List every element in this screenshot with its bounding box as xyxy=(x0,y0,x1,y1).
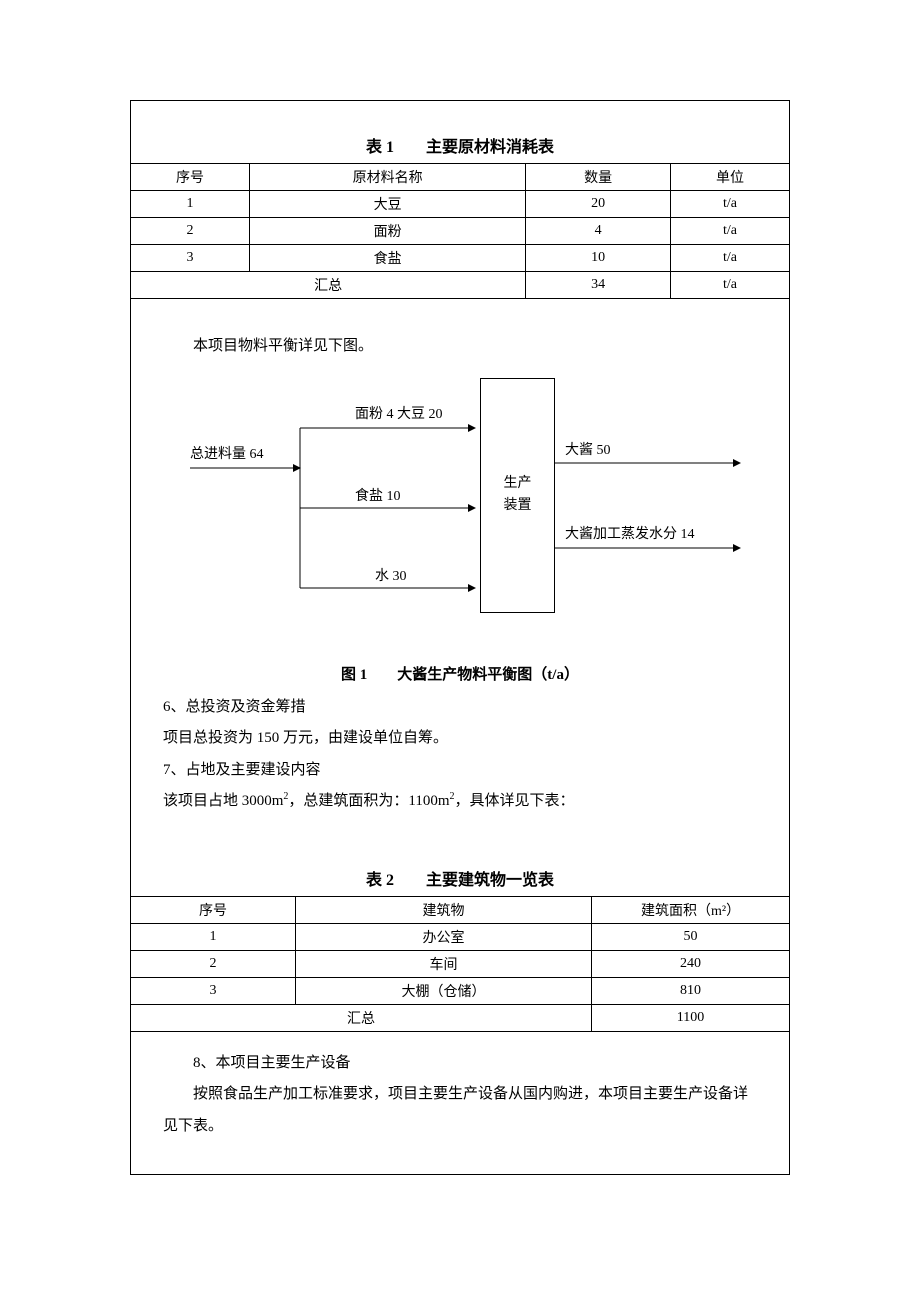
material-balance-diagram: 总进料量 64 面粉 4 大豆 20 食盐 10 水 30 大酱 50 大酱加工… xyxy=(160,373,760,633)
table2-cell: 2 xyxy=(131,950,296,977)
table1-cell: 2 xyxy=(131,218,249,245)
section-6: 6、总投资及资金筹措 项目总投资为 150 万元，由建设单位自筹。 7、占地及主… xyxy=(131,692,789,818)
table1-cell: 10 xyxy=(526,245,671,272)
table1-header-cell: 单位 xyxy=(671,164,789,191)
table1-cell: t/a xyxy=(671,218,789,245)
table2-header-cell: 建筑物 xyxy=(296,896,592,923)
table2-cell: 3 xyxy=(131,977,296,1004)
table2-cell: 大棚（仓储） xyxy=(296,977,592,1004)
table2-cell: 50 xyxy=(592,923,789,950)
table2-total-cell: 1100 xyxy=(592,1004,789,1031)
table1-title: 表 1 主要原材料消耗表 xyxy=(131,133,789,157)
table1-total-cell: 34 xyxy=(526,272,671,299)
table2-cell: 240 xyxy=(592,950,789,977)
diagram-water: 水 30 xyxy=(375,565,407,585)
table2-cell: 车间 xyxy=(296,950,592,977)
section-8-heading: 8、本项目主要生产设备 xyxy=(163,1048,757,1080)
s7-pre: 该项目占地 3000m xyxy=(163,793,283,809)
table1-cell: 面粉 xyxy=(249,218,525,245)
table2-header-cell: 序号 xyxy=(131,896,296,923)
s7-post: ，具体详见下表： xyxy=(455,793,575,809)
intro-paragraph: 本项目物料平衡详见下图。 xyxy=(131,331,789,363)
section-6-heading: 6、总投资及资金筹措 xyxy=(163,692,757,724)
intro-text: 本项目物料平衡详见下图。 xyxy=(163,331,757,363)
section-6-body: 项目总投资为 150 万元，由建设单位自筹。 xyxy=(163,723,757,755)
table2-total-label: 汇总 xyxy=(131,1004,592,1031)
table1-cell: 大豆 xyxy=(249,191,525,218)
diagram-output2: 大酱加工蒸发水分 14 xyxy=(565,523,695,543)
section-7-body: 该项目占地 3000m2，总建筑面积为：1100m2，具体详见下表： xyxy=(163,786,757,818)
table2-cell: 1 xyxy=(131,923,296,950)
section-8: 8、本项目主要生产设备 按照食品生产加工标准要求，项目主要生产设备从国内购进，本… xyxy=(131,1048,789,1143)
diagram-input-total: 总进料量 64 xyxy=(190,443,264,463)
table1-cell: 食盐 xyxy=(249,245,525,272)
s7-mid: ，总建筑面积为：1100m xyxy=(288,793,449,809)
table1-header-cell: 数量 xyxy=(526,164,671,191)
table1: 序号原材料名称数量单位1大豆20t/a2面粉4t/a3食盐10t/a汇总34t/… xyxy=(131,163,789,299)
process-box-label: 生产装置 xyxy=(504,473,532,518)
table1-total-cell: t/a xyxy=(671,272,789,299)
table1-cell: t/a xyxy=(671,191,789,218)
diagram-output1: 大酱 50 xyxy=(565,439,611,459)
table1-cell: t/a xyxy=(671,245,789,272)
section-8-body: 按照食品生产加工标准要求，项目主要生产设备从国内购进，本项目主要生产设备详见下表… xyxy=(163,1079,757,1142)
table1-cell: 20 xyxy=(526,191,671,218)
table1-cell: 4 xyxy=(526,218,671,245)
table1-cell: 1 xyxy=(131,191,249,218)
table2: 序号建筑物建筑面积（m²） 1办公室50 2车间240 3大棚（仓储）810汇总110… xyxy=(131,896,789,1032)
table1-total-label: 汇总 xyxy=(131,272,526,299)
content-frame: 表 1 主要原材料消耗表 序号原材料名称数量单位1大豆20t/a2面粉4t/a3… xyxy=(130,100,790,1175)
table2-cell: 办公室 xyxy=(296,923,592,950)
table1-cell: 3 xyxy=(131,245,249,272)
table2-title: 表 2 主要建筑物一览表 xyxy=(131,866,789,890)
section-7-heading: 7、占地及主要建设内容 xyxy=(163,755,757,787)
figure1-caption: 图 1 大酱生产物料平衡图（t/a） xyxy=(131,663,789,684)
diagram-svg xyxy=(160,373,760,633)
table2-cell: 810 xyxy=(592,977,789,1004)
diagram-salt: 食盐 10 xyxy=(355,485,401,505)
diagram-flour-soy: 面粉 4 大豆 20 xyxy=(355,403,443,423)
page: 表 1 主要原材料消耗表 序号原材料名称数量单位1大豆20t/a2面粉4t/a3… xyxy=(0,100,920,1175)
process-box: 生产装置 xyxy=(480,378,555,613)
table2-header-cell: 建筑面积（m²） xyxy=(592,896,789,923)
table1-header-cell: 原材料名称 xyxy=(249,164,525,191)
table1-header-cell: 序号 xyxy=(131,164,249,191)
